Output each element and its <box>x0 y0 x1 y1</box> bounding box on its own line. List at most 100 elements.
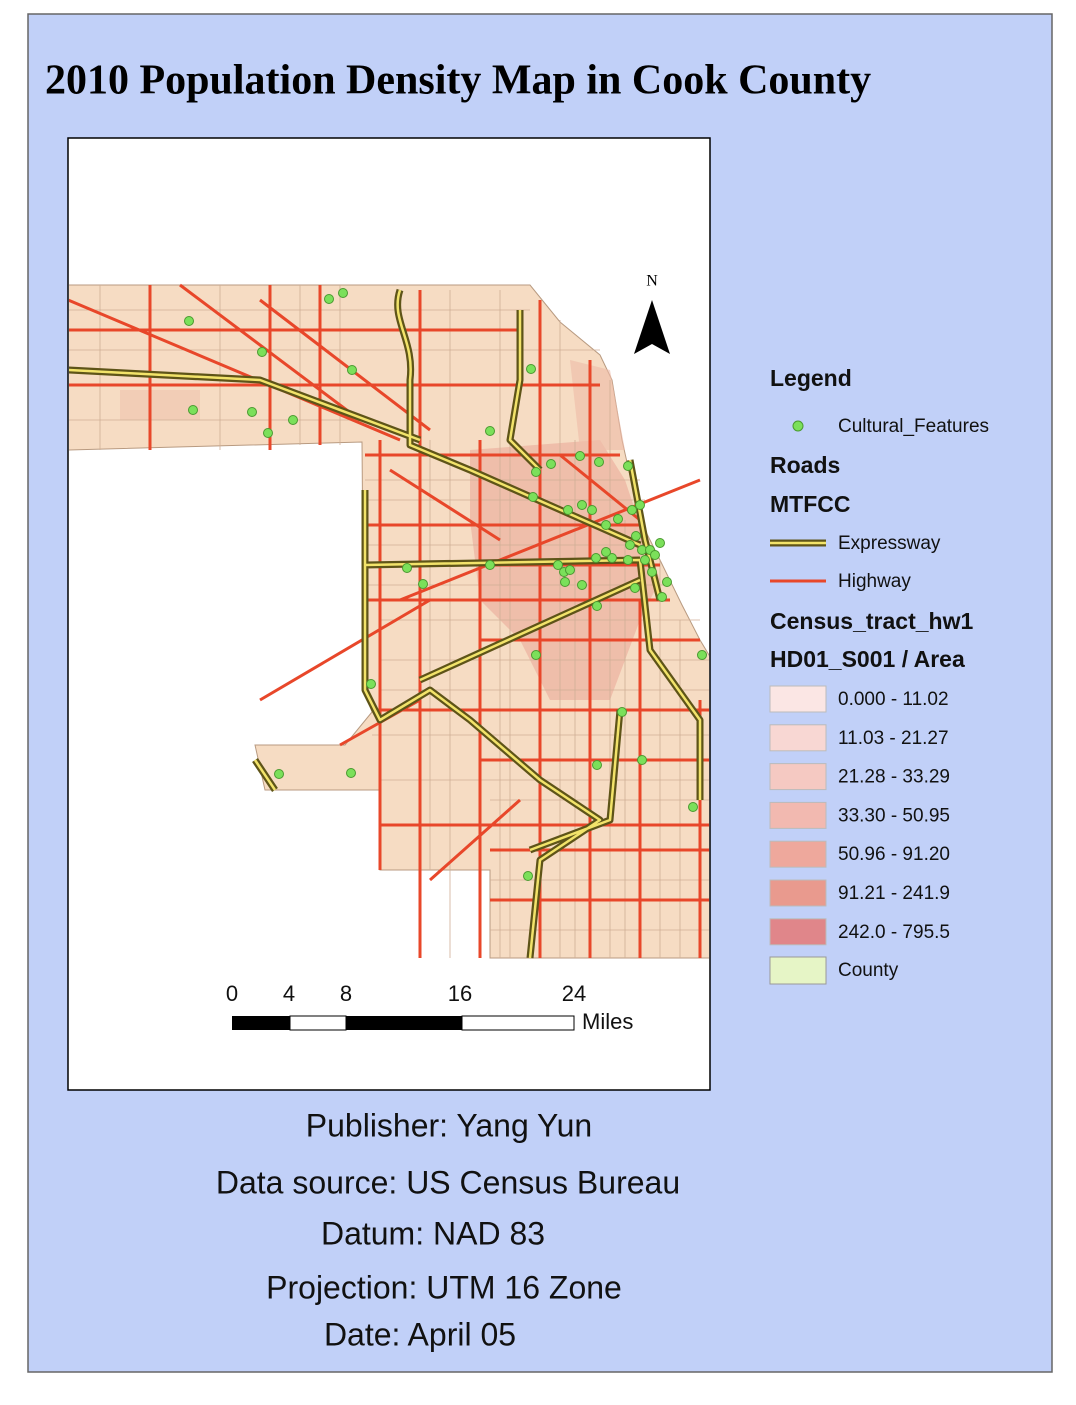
legend-title: Legend <box>770 365 852 391</box>
legend-item: Highway <box>838 571 911 592</box>
cultural-feature <box>531 467 541 477</box>
cultural-feature <box>247 407 257 417</box>
legend-item: Cultural_Features <box>838 416 989 437</box>
north-arrow: N <box>634 273 670 354</box>
legend-swatch <box>769 840 827 868</box>
cultural-feature <box>625 540 635 550</box>
legend-item: 0.000 - 11.02 <box>838 689 949 710</box>
cultural-feature <box>324 294 334 304</box>
cultural-feature <box>565 565 575 575</box>
cultural-feature <box>647 567 657 577</box>
legend-item: 242.0 - 795.5 <box>838 922 950 943</box>
cultural-feature <box>418 579 428 589</box>
legend-swatch <box>769 763 827 791</box>
scale-label: 24 <box>562 981 586 1006</box>
legend-swatch <box>769 801 827 829</box>
cultural-feature <box>623 461 633 471</box>
map-title: 2010 Population Density Map in Cook Coun… <box>45 58 871 104</box>
cultural-feature <box>366 679 376 689</box>
cultural-feature <box>485 560 495 570</box>
cultural-feature <box>546 459 556 469</box>
scale-label: 8 <box>340 981 352 1006</box>
footer-line: Data source: US Census Bureau <box>216 1164 680 1200</box>
cultural-feature <box>637 755 647 765</box>
cultural-feature <box>594 457 604 467</box>
legend-item: 21.28 - 33.29 <box>838 767 950 788</box>
cultural-feature <box>523 871 533 881</box>
cultural-feature <box>184 316 194 326</box>
cultural-feature <box>257 347 267 357</box>
legend-swatch <box>769 879 827 907</box>
cultural-feature <box>263 428 273 438</box>
cultural-feature <box>617 707 627 717</box>
scale-bar: 0 4 8 16 24 Miles <box>226 981 633 1034</box>
cultural-feature <box>655 538 665 548</box>
scale-label: 0 <box>226 981 238 1006</box>
cultural-feature <box>630 583 640 593</box>
cultural-feature <box>485 426 495 436</box>
cultural-feature <box>613 514 623 524</box>
cultural-feature <box>347 365 357 375</box>
cultural-feature <box>601 547 611 557</box>
cultural-feature <box>688 802 698 812</box>
scale-unit: Miles <box>582 1009 633 1034</box>
legend-item: 91.21 - 241.9 <box>838 883 950 904</box>
legend-heading: Roads <box>770 452 840 478</box>
cultural-feature <box>635 500 645 510</box>
cultural-feature <box>587 505 597 515</box>
legend-item: County <box>838 960 899 981</box>
legend-swatch <box>769 685 827 713</box>
cultural-feature <box>662 577 672 587</box>
cultural-feature <box>526 364 536 374</box>
cultural-feature <box>563 505 573 515</box>
footer-line: Datum: NAD 83 <box>321 1215 545 1251</box>
legend: Legend Cultural_Features Roads MTFCC Exp… <box>769 365 989 985</box>
scale-label: 4 <box>283 981 295 1006</box>
north-label: N <box>646 273 658 290</box>
legend-item: 33.30 - 50.95 <box>838 805 950 826</box>
legend-item: 11.03 - 21.27 <box>838 728 949 749</box>
cultural-feature <box>657 592 667 602</box>
cultural-feature <box>650 550 660 560</box>
legend-heading: Census_tract_hw1 <box>770 608 973 634</box>
cultural-feature <box>338 288 348 298</box>
footer-line: Date: April 05 <box>324 1316 516 1352</box>
cultural-feature <box>627 505 637 515</box>
cultural-feature <box>697 650 707 660</box>
cultural-feature <box>607 553 617 563</box>
legend-heading: MTFCC <box>770 491 850 517</box>
cultural-feature <box>288 415 298 425</box>
cultural-feature <box>528 492 538 502</box>
cultural-feature <box>575 451 585 461</box>
cultural-feature <box>553 560 563 570</box>
scale-label: 16 <box>448 981 472 1006</box>
expressways <box>69 288 704 959</box>
cultural-feature <box>601 520 611 530</box>
footer: Publisher: Yang Yun Data source: US Cens… <box>216 1107 680 1352</box>
cultural-feature <box>531 650 541 660</box>
cultural-feature <box>577 500 587 510</box>
cultural-feature <box>592 601 602 611</box>
cultural-feature <box>592 760 602 770</box>
cultural-feature <box>346 768 356 778</box>
cultural-feature <box>640 555 650 565</box>
cultural-feature <box>274 769 284 779</box>
footer-line: Projection: UTM 16 Zone <box>266 1269 622 1305</box>
legend-swatch <box>769 918 827 946</box>
map-frame: N 0 4 8 16 24 Miles <box>67 137 711 1091</box>
cultural-feature <box>402 563 412 573</box>
cultural-features <box>184 288 707 881</box>
legend-item: Expressway <box>838 533 941 554</box>
cultural-feature <box>631 531 641 541</box>
legend-item: 50.96 - 91.20 <box>838 844 950 865</box>
cultural-feature <box>577 580 587 590</box>
footer-line: Publisher: Yang Yun <box>306 1107 592 1143</box>
cultural-feature <box>591 553 601 563</box>
legend-swatch <box>769 956 827 985</box>
legend-swatch <box>769 724 827 752</box>
cultural-feature <box>188 405 198 415</box>
legend-heading: HD01_S001 / Area <box>770 646 965 672</box>
cultural-feature <box>623 555 633 565</box>
cultural-feature <box>560 577 570 587</box>
